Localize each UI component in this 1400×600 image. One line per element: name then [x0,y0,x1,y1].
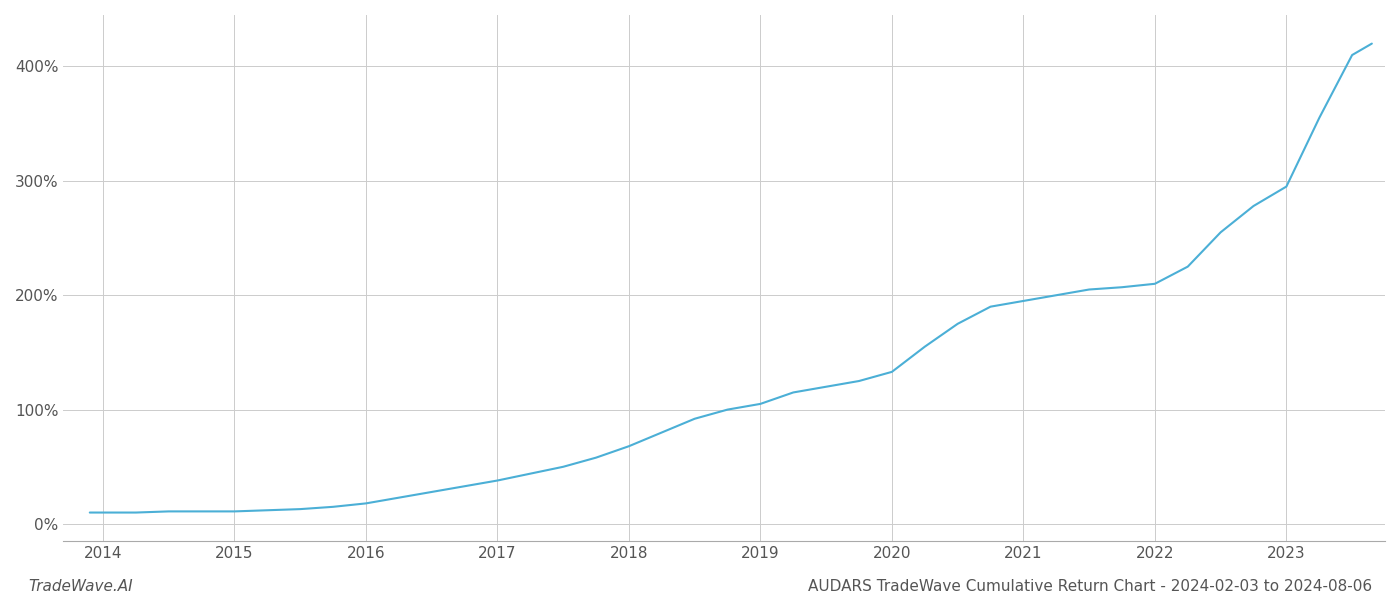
Text: AUDARS TradeWave Cumulative Return Chart - 2024-02-03 to 2024-08-06: AUDARS TradeWave Cumulative Return Chart… [808,579,1372,594]
Text: TradeWave.AI: TradeWave.AI [28,579,133,594]
